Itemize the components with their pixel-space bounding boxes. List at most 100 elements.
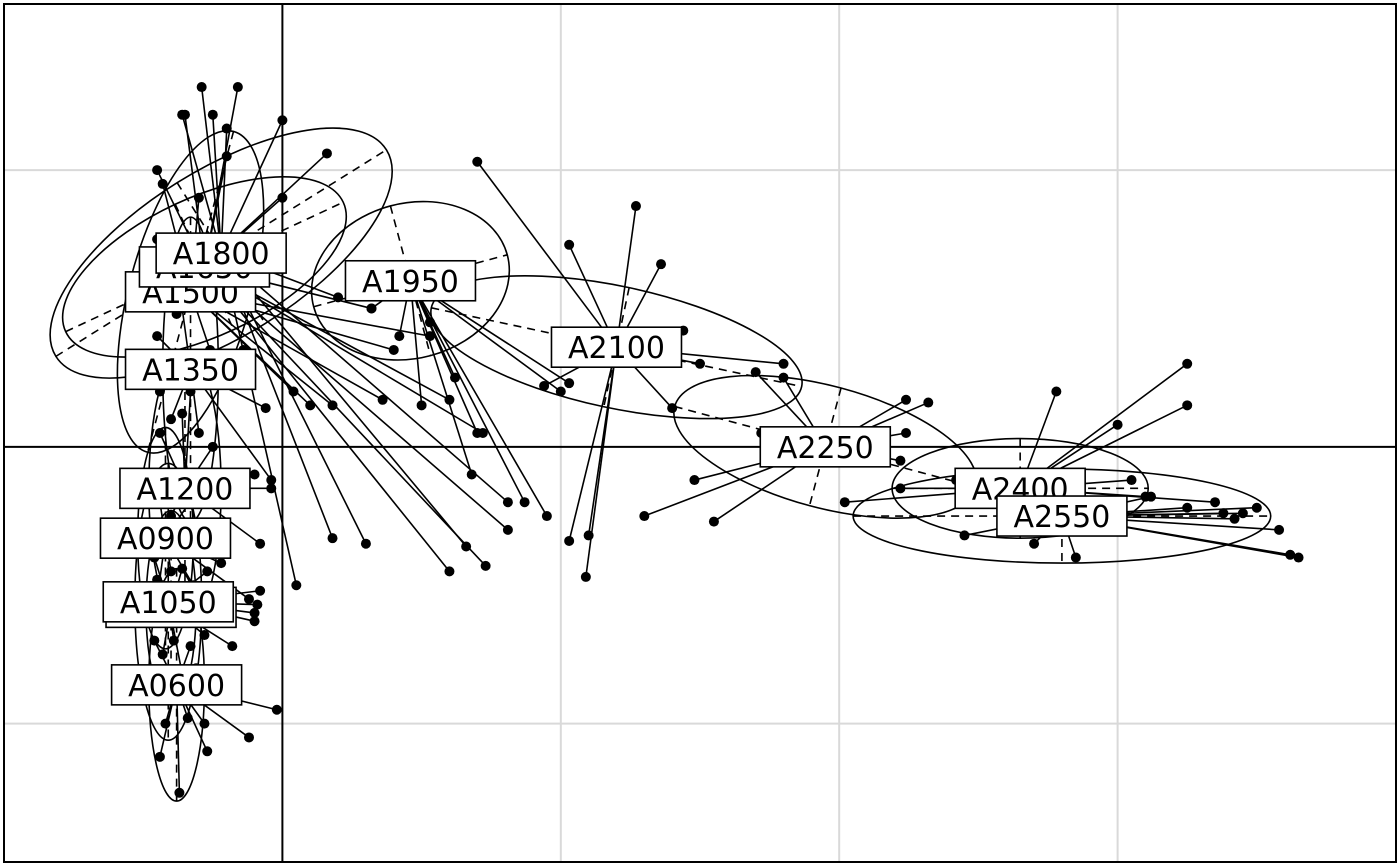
data-point [1218, 508, 1229, 519]
ellipse-major-axis [55, 149, 387, 358]
data-point [583, 530, 594, 541]
data-point [959, 530, 970, 541]
data-point [277, 115, 288, 126]
star-line [212, 114, 222, 254]
data-point [193, 428, 204, 438]
data-point [472, 156, 483, 167]
data-point [1112, 419, 1123, 430]
label-box [102, 581, 235, 623]
label-a2100: A2100 [568, 331, 665, 366]
group-a2100 [430, 156, 803, 582]
data-point [227, 641, 238, 652]
data-point [502, 524, 513, 535]
data-point [1070, 552, 1081, 563]
data-point [249, 469, 260, 480]
data-point [321, 148, 332, 159]
star-line [409, 280, 526, 503]
data-point [277, 192, 288, 203]
label-a0600: A0600 [128, 669, 225, 704]
data-point [199, 718, 210, 729]
group-label: A1350 [124, 348, 257, 391]
data-point [1182, 502, 1193, 513]
data-point [154, 428, 165, 438]
data-point [255, 585, 266, 596]
star-line [181, 114, 222, 254]
data-point [243, 594, 254, 605]
data-point [388, 344, 399, 355]
data-point [450, 372, 461, 383]
data-point [166, 414, 177, 425]
data-point [243, 732, 254, 743]
label-a2550: A2550 [1013, 500, 1110, 535]
grid [3, 4, 1397, 862]
data-point [207, 109, 218, 120]
group-label: A0600 [110, 664, 243, 706]
data-point [708, 516, 719, 527]
data-point [157, 649, 168, 660]
star-line [220, 252, 467, 547]
label-a1800: A1800 [173, 237, 270, 272]
label-box [550, 326, 683, 369]
data-point [656, 259, 667, 270]
group-label: A1050 [102, 581, 235, 623]
star-line [409, 280, 479, 434]
data-point [1293, 552, 1304, 563]
data-point [901, 428, 912, 438]
data-point [1126, 475, 1137, 486]
data-point [196, 82, 207, 93]
label-a1350: A1350 [142, 353, 239, 388]
label-box [99, 517, 232, 559]
label-a1200: A1200 [137, 472, 234, 507]
data-point [539, 380, 550, 391]
ellipse-major-axis [65, 201, 344, 333]
data-point [1229, 513, 1240, 524]
data-point [221, 123, 232, 134]
plot-frame [3, 3, 1397, 863]
label-a2250: A2250 [777, 431, 874, 466]
data-point [923, 397, 934, 408]
group-label: A2100 [550, 326, 683, 369]
data-point [689, 475, 700, 486]
data-point [202, 566, 213, 577]
data-point [291, 580, 302, 591]
data-point [750, 367, 761, 378]
group-label: A1200 [119, 467, 251, 510]
label-box [996, 495, 1128, 537]
data-point [207, 441, 218, 452]
star-line [568, 347, 618, 542]
star-line [220, 252, 509, 503]
group-label: A2250 [759, 426, 892, 468]
label-box [344, 259, 477, 302]
data-point [564, 378, 575, 389]
data-point [901, 394, 912, 405]
data-point [154, 751, 165, 762]
data-point [555, 386, 566, 397]
label-box [759, 426, 892, 468]
data-point [232, 82, 243, 93]
star-line [585, 347, 618, 578]
data-point [327, 400, 338, 411]
star-line [203, 266, 487, 567]
label-a1050: A1050 [120, 586, 217, 621]
data-point [249, 616, 260, 627]
data-point [1237, 508, 1248, 519]
axes [4, 4, 1396, 862]
data-point [564, 239, 575, 250]
data-point [839, 497, 850, 508]
star-line [615, 205, 637, 348]
data-point [630, 201, 641, 212]
data-point [327, 533, 338, 544]
data-point [1146, 491, 1157, 502]
data-point [695, 358, 705, 369]
data-point [394, 331, 405, 342]
data-point [249, 607, 260, 618]
data-point [202, 746, 213, 757]
data-point [366, 303, 377, 314]
data-point [174, 787, 185, 798]
data-point [199, 630, 210, 641]
label-box [110, 664, 243, 706]
data-point [271, 704, 282, 715]
data-point [168, 635, 179, 646]
data-point [252, 599, 263, 610]
